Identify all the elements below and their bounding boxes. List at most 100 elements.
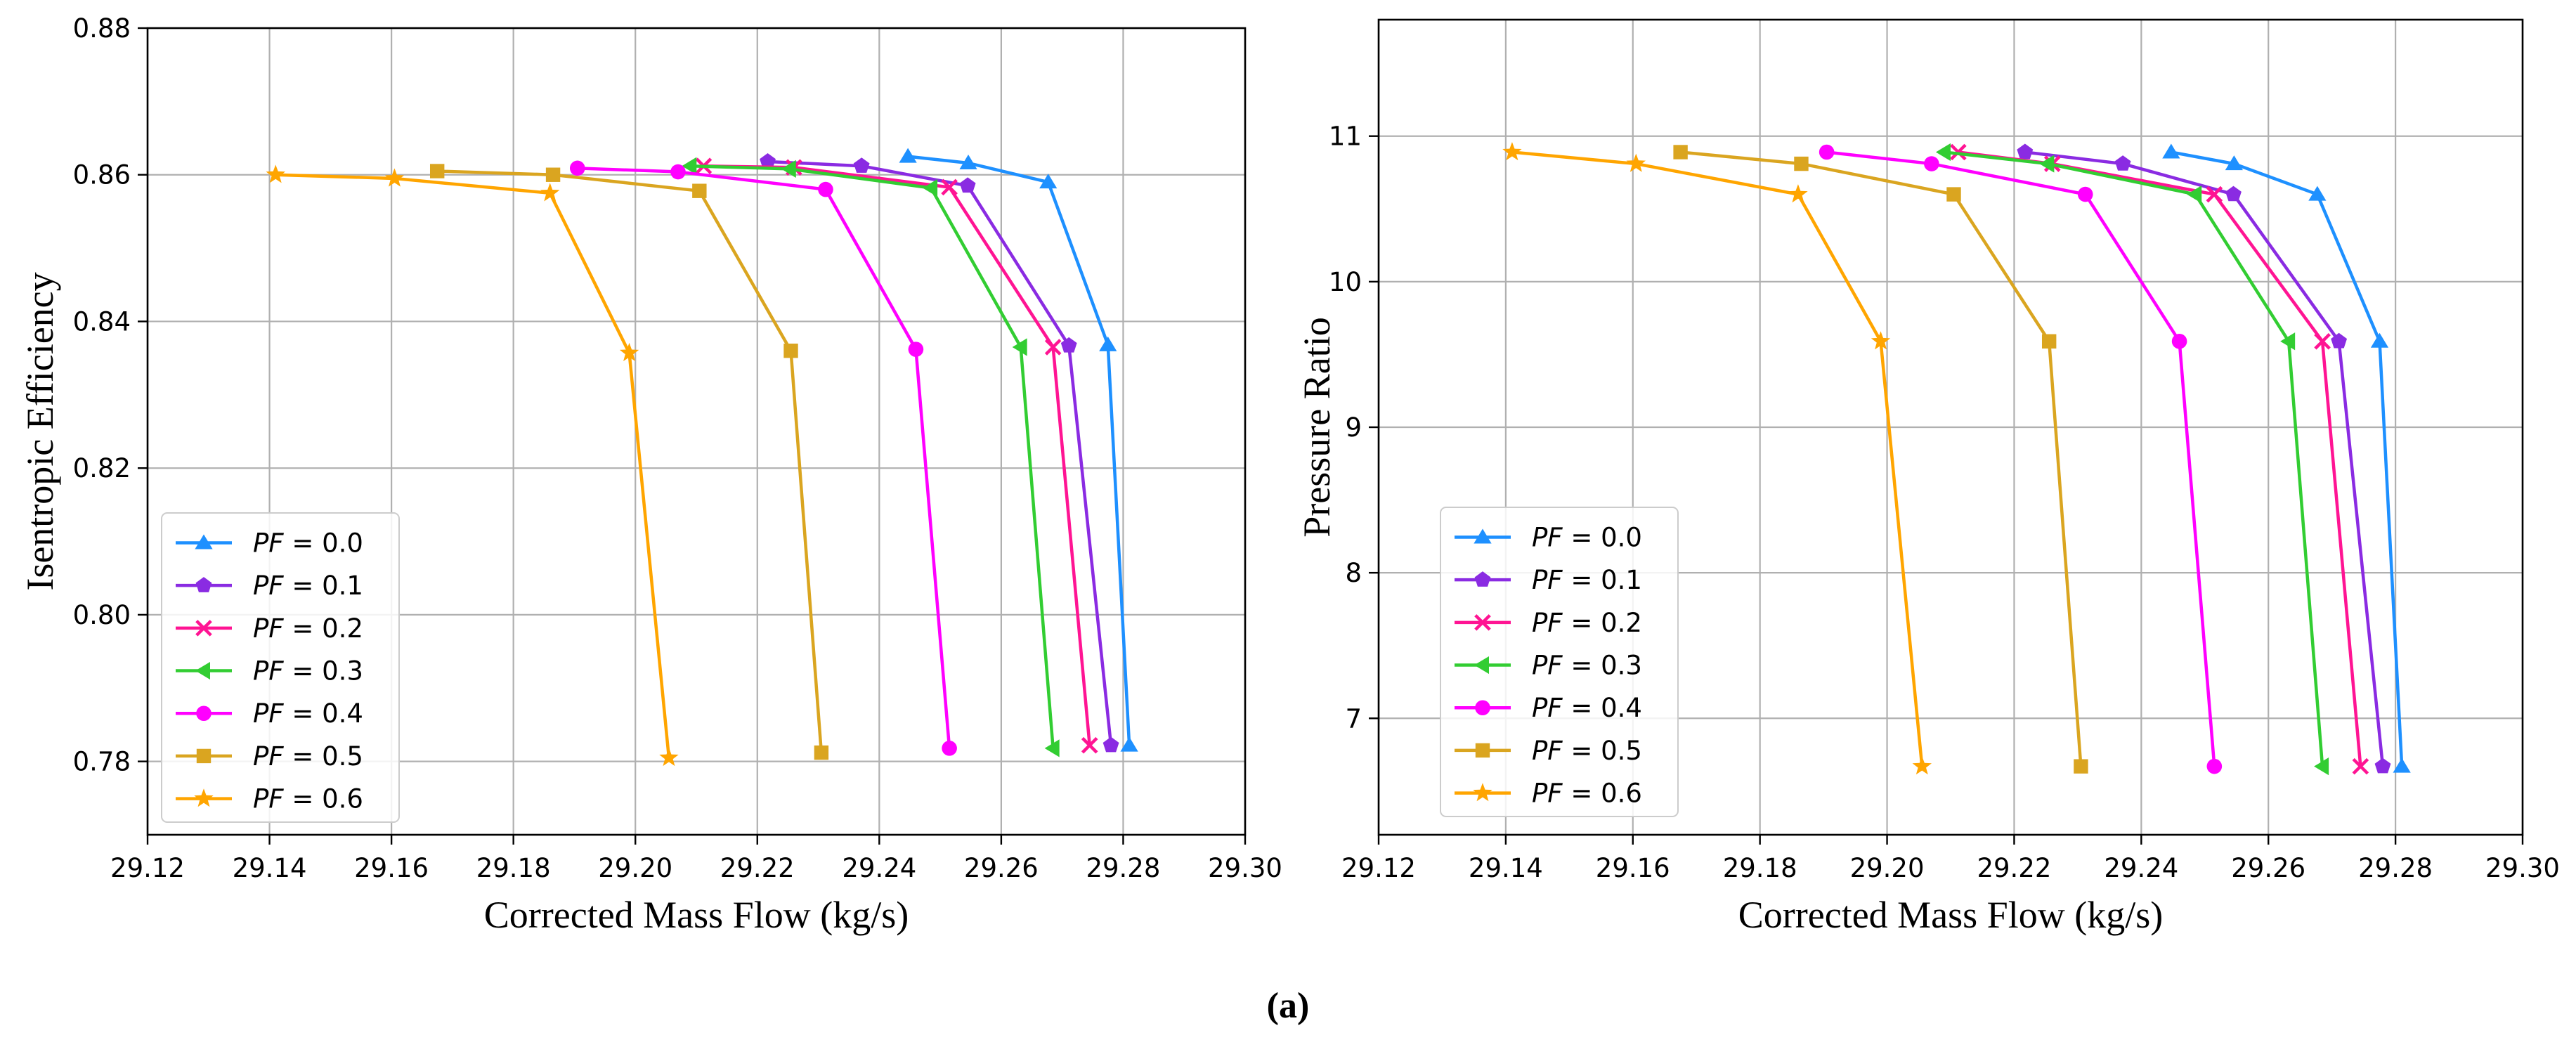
y-tick-label: 10 bbox=[1329, 267, 1362, 297]
legend-label: PF = 0.1 bbox=[253, 571, 363, 601]
data-point bbox=[959, 155, 977, 170]
data-point bbox=[1012, 338, 1027, 356]
data-point bbox=[1039, 174, 1058, 189]
legend-label: PF = 0.5 bbox=[1532, 736, 1642, 766]
data-point bbox=[959, 177, 976, 193]
figure-caption: (a) bbox=[1267, 986, 1310, 1026]
chart-isentropic-efficiency: 29.12 29.14 29.16 29.18 29.20 29.22 29.24 29.26… bbox=[19, 13, 1282, 936]
legend-label: PF = 0.5 bbox=[253, 741, 363, 772]
data-point bbox=[2171, 333, 2187, 349]
legend-marker bbox=[195, 534, 213, 549]
data-point bbox=[814, 745, 829, 760]
data-point bbox=[569, 160, 585, 176]
data-point bbox=[1044, 339, 1062, 356]
legend-marker bbox=[196, 705, 212, 722]
y-axis-label: Pressure Ratio bbox=[1296, 317, 1338, 537]
data-point bbox=[1912, 756, 1932, 775]
x-tick-label: 29.28 bbox=[2358, 853, 2433, 883]
legend-marker bbox=[195, 661, 210, 680]
series-0.0 bbox=[899, 148, 1138, 752]
data-point bbox=[540, 183, 560, 202]
x-tick-label: 29.16 bbox=[354, 853, 429, 883]
x-tick-label: 29.16 bbox=[1596, 853, 1670, 883]
legend-marker bbox=[196, 748, 212, 764]
legend-label: PF = 0.4 bbox=[253, 698, 363, 729]
legend-marker bbox=[1474, 528, 1492, 544]
y-axis-label: Isentropic Efficiency bbox=[19, 272, 61, 590]
x-axis-label: Corrected Mass Flow (kg/s) bbox=[484, 894, 909, 936]
data-point bbox=[429, 164, 445, 178]
legend-marker bbox=[195, 620, 212, 637]
data-point bbox=[2206, 758, 2223, 774]
data-point bbox=[545, 167, 561, 182]
x-tick-label: 29.14 bbox=[233, 853, 307, 883]
x-tick-label: 29.26 bbox=[2231, 853, 2305, 883]
data-point bbox=[659, 748, 679, 767]
x-tick-label: 29.12 bbox=[110, 853, 185, 883]
data-point bbox=[2280, 332, 2296, 351]
series-0.4 bbox=[1819, 144, 2223, 774]
data-point bbox=[2331, 332, 2348, 349]
legend-marker bbox=[194, 788, 214, 807]
data-point bbox=[2041, 334, 2057, 349]
y-tick-label: 0.86 bbox=[73, 160, 131, 190]
data-point bbox=[899, 148, 917, 163]
legend-box bbox=[161, 512, 400, 823]
data-point bbox=[619, 342, 639, 361]
series-0.0 bbox=[2162, 143, 2411, 773]
y-tick-label: 0.84 bbox=[73, 306, 131, 337]
legend-label: PF = 0.2 bbox=[253, 613, 363, 644]
legend: PF = 0.0 PF = 0.1 PF = 0.2 PF = 0.3 PF = 0.4… bbox=[161, 512, 400, 823]
legend-item: PF = 0.3 bbox=[176, 656, 363, 687]
legend: PF = 0.0 PF = 0.1 PF = 0.2 PF = 0.3 PF = 0.4… bbox=[1440, 507, 1679, 817]
data-point bbox=[2039, 155, 2055, 173]
legend-marker bbox=[1473, 783, 1492, 802]
series-group bbox=[1502, 142, 2411, 776]
data-point bbox=[2225, 155, 2243, 171]
axes-frame bbox=[1377, 18, 2524, 836]
x-tick-label: 29.30 bbox=[2485, 853, 2560, 883]
data-point bbox=[908, 341, 924, 357]
legend-label: PF = 0.4 bbox=[1532, 693, 1642, 723]
x-tick-label: 29.22 bbox=[1977, 853, 2051, 883]
data-point bbox=[1935, 143, 1951, 162]
data-point bbox=[1924, 156, 1939, 171]
x-tick-label: 29.30 bbox=[1208, 853, 1282, 883]
y-tick-label: 0.80 bbox=[73, 600, 131, 630]
data-point bbox=[941, 178, 958, 196]
data-point bbox=[2114, 155, 2131, 171]
x-tick-label: 29.12 bbox=[1341, 853, 1416, 883]
data-point bbox=[266, 164, 285, 183]
y-tick-label: 7 bbox=[1345, 703, 1362, 734]
legend-item: PF = 0.3 bbox=[1455, 651, 1642, 681]
legend-item: PF = 0.6 bbox=[1455, 779, 1642, 809]
data-point bbox=[1102, 736, 1119, 753]
data-point bbox=[783, 344, 798, 358]
x-tick-label: 29.14 bbox=[1469, 853, 1543, 883]
data-point bbox=[853, 157, 870, 173]
legend-label: PF = 0.6 bbox=[1532, 779, 1642, 809]
series-0.4 bbox=[569, 160, 957, 756]
x-tick-label: 29.22 bbox=[720, 853, 795, 883]
data-point bbox=[1946, 187, 1961, 202]
legend-item: PF = 0.2 bbox=[1455, 608, 1642, 638]
data-point bbox=[2314, 757, 2329, 776]
axes-frame bbox=[146, 27, 1247, 836]
data-point bbox=[1871, 331, 1891, 350]
legend-label: PF = 0.6 bbox=[253, 784, 363, 814]
legend-label: PF = 0.3 bbox=[1532, 651, 1642, 681]
data-point bbox=[2187, 185, 2202, 204]
data-point bbox=[1060, 337, 1077, 353]
series-0.6 bbox=[266, 164, 679, 767]
series-0.3 bbox=[1935, 143, 2329, 776]
data-point bbox=[2077, 186, 2093, 202]
series-0.1 bbox=[760, 152, 1119, 753]
data-point bbox=[670, 164, 686, 180]
legend-item: PF = 0.5 bbox=[1455, 736, 1642, 766]
legend-item: PF = 0.4 bbox=[1455, 693, 1642, 723]
legend-marker bbox=[1475, 700, 1490, 716]
series-0.5 bbox=[1673, 145, 2088, 774]
x-tick-label: 29.24 bbox=[842, 853, 916, 883]
data-point bbox=[2352, 757, 2369, 775]
